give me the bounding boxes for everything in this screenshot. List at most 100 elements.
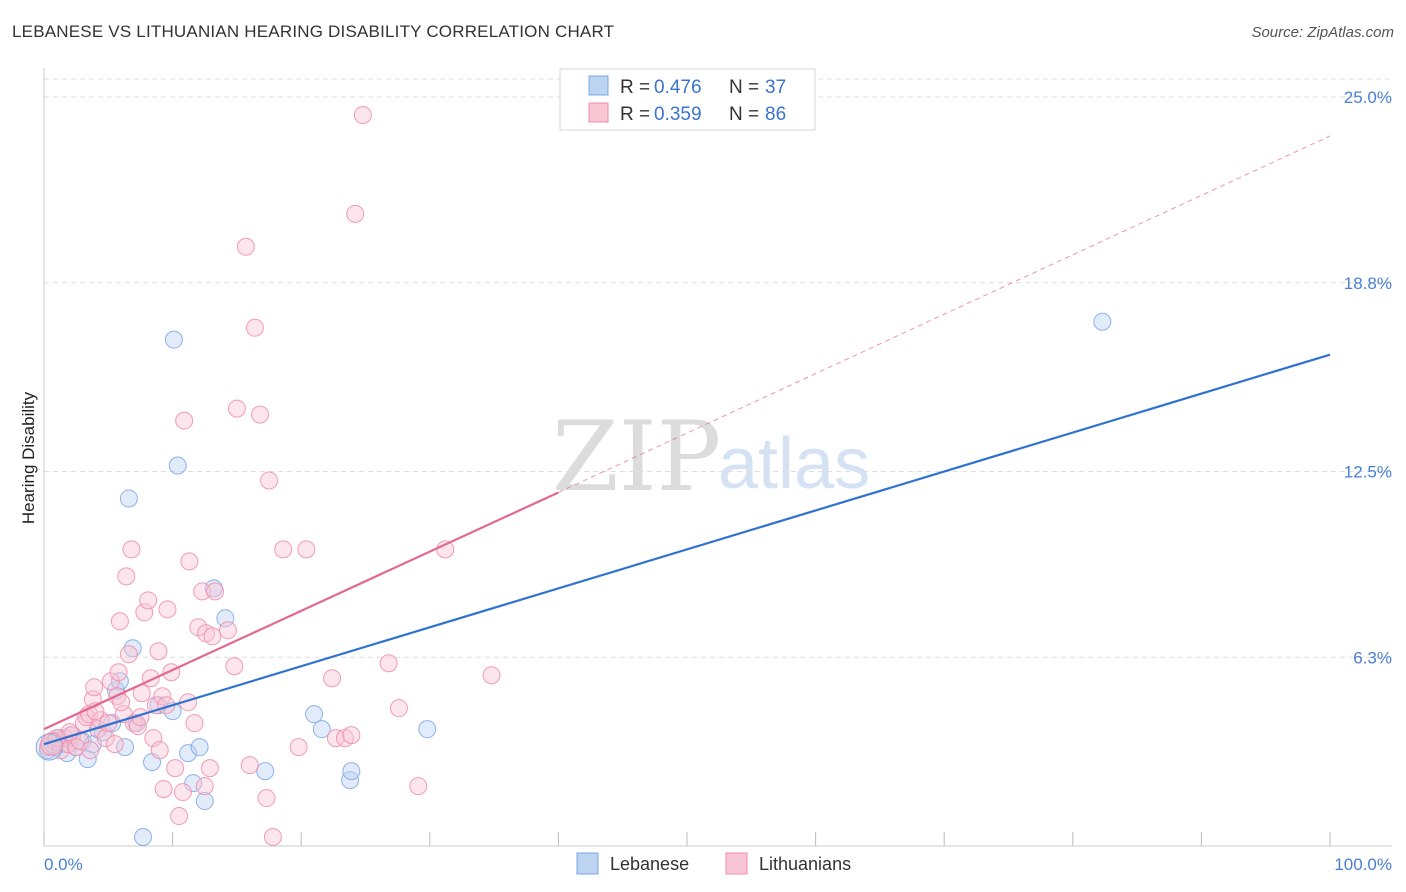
series-legend-label-lebanese: Lebanese [610, 854, 689, 874]
y-tick-label: 12.5% [1344, 463, 1392, 482]
point-lithuanians [409, 777, 428, 796]
point-lebanese [312, 720, 331, 739]
point-lithuanians [185, 714, 204, 733]
point-lithuanians [180, 552, 199, 571]
point-lithuanians [251, 405, 270, 424]
point-lithuanians [342, 726, 361, 745]
legend-r-label-lebanese: R = [620, 77, 650, 98]
series-legend-swatch-lebanese [576, 852, 599, 875]
x-ticks [43, 832, 1331, 846]
legend-swatch-lithuanians [588, 102, 609, 123]
legend-n-label-lebanese: N = [729, 77, 759, 98]
chart-title: LEBANESE VS LITHUANIAN HEARING DISABILIT… [12, 22, 615, 41]
point-lebanese [305, 705, 324, 724]
point-lithuanians [105, 735, 124, 754]
point-lebanese [168, 456, 187, 475]
y-axis-title: Hearing Disability [19, 391, 38, 524]
watermark-zip: ZIP [552, 401, 721, 513]
legend-r-label-lithuanians: R = [620, 104, 650, 125]
x-tick-label-max: 100.0% [1334, 855, 1392, 874]
point-lithuanians [173, 783, 192, 802]
point-lithuanians [101, 672, 120, 691]
point-lithuanians [240, 756, 259, 775]
point-lithuanians [153, 687, 172, 706]
point-lithuanians [81, 741, 100, 760]
chart-source: Source: ZipAtlas.com [1251, 24, 1394, 41]
point-lithuanians [274, 540, 293, 559]
trend-line-lithuanians [43, 491, 559, 731]
point-lithuanians [482, 666, 501, 685]
point-lithuanians [175, 411, 194, 430]
point-lebanese [119, 489, 138, 508]
trend-line-lebanese [43, 353, 1331, 746]
point-lithuanians [389, 699, 408, 718]
y-tick-labels: 6.3% 12.5% 18.8% 25.0% [1344, 88, 1392, 667]
point-lithuanians [117, 567, 136, 586]
point-lebanese [134, 828, 153, 847]
point-lebanese [195, 792, 214, 811]
correlation-legend: R = 0.476 N = 37 R = 0.359 N = 86 [559, 68, 816, 131]
point-lithuanians [218, 621, 237, 640]
series-legend: Lebanese Lithuanians [576, 852, 851, 875]
point-lithuanians [260, 471, 279, 490]
legend-n-value-lithuanians: 86 [765, 104, 786, 125]
point-lithuanians [149, 642, 168, 661]
point-lebanese [116, 738, 135, 757]
trend-line-extension-lithuanians [558, 135, 1331, 493]
point-lebanese [179, 744, 198, 763]
point-lebanese [184, 774, 203, 793]
point-lithuanians [139, 591, 158, 610]
point-lebanese [418, 720, 437, 739]
point-lithuanians [297, 540, 316, 559]
point-lithuanians [245, 318, 264, 337]
point-lithuanians [96, 729, 115, 748]
point-lithuanians [166, 759, 185, 778]
y-tick-label: 18.8% [1344, 274, 1392, 293]
point-lebanese [341, 771, 360, 790]
x-tick-label-min: 0.0% [44, 855, 83, 874]
legend-swatch-lebanese [588, 75, 609, 96]
point-lebanese [216, 609, 235, 628]
point-lithuanians [170, 807, 189, 826]
point-lebanese [1093, 312, 1112, 331]
point-lebanese [190, 738, 209, 757]
point-lebanese [204, 579, 223, 598]
point-lebanese [256, 762, 275, 781]
y-tick-label: 25.0% [1344, 88, 1392, 107]
trend-lines [43, 135, 1331, 746]
point-lithuanians-cluster [40, 732, 64, 756]
point-lithuanians [154, 780, 173, 799]
point-lithuanians [195, 777, 214, 796]
watermark-atlas: atlas [718, 424, 870, 504]
gridlines [44, 78, 1392, 658]
legend-n-label-lithuanians: N = [729, 104, 759, 125]
point-lithuanians [119, 645, 138, 664]
point-lithuanians [289, 738, 308, 757]
series-legend-swatch-lithuanians [725, 852, 748, 875]
point-lithuanians [227, 399, 246, 418]
point-lithuanians [109, 663, 128, 682]
point-lithuanians [135, 603, 154, 622]
point-lithuanians [379, 654, 398, 673]
point-lebanese [342, 762, 361, 781]
point-lithuanians [122, 540, 141, 559]
point-lithuanians [346, 204, 365, 223]
point-lithuanians [263, 828, 282, 847]
point-lithuanians [257, 789, 276, 808]
axes [43, 68, 1392, 847]
legend-r-value-lebanese: 0.476 [654, 77, 702, 98]
point-lithuanians [85, 678, 104, 697]
point-lithuanians [225, 657, 244, 676]
y-tick-label: 6.3% [1353, 648, 1392, 667]
point-lithuanians [353, 105, 372, 124]
point-lithuanians [193, 582, 212, 601]
legend-r-value-lithuanians: 0.359 [654, 104, 702, 125]
point-lithuanians [323, 669, 342, 688]
watermark: ZIP atlas [552, 401, 870, 513]
series-legend-label-lithuanians: Lithuanians [759, 854, 851, 874]
point-lithuanians [150, 741, 169, 760]
point-lithuanians [110, 612, 129, 631]
point-lebanese [110, 672, 129, 691]
point-lithuanians [326, 729, 345, 748]
